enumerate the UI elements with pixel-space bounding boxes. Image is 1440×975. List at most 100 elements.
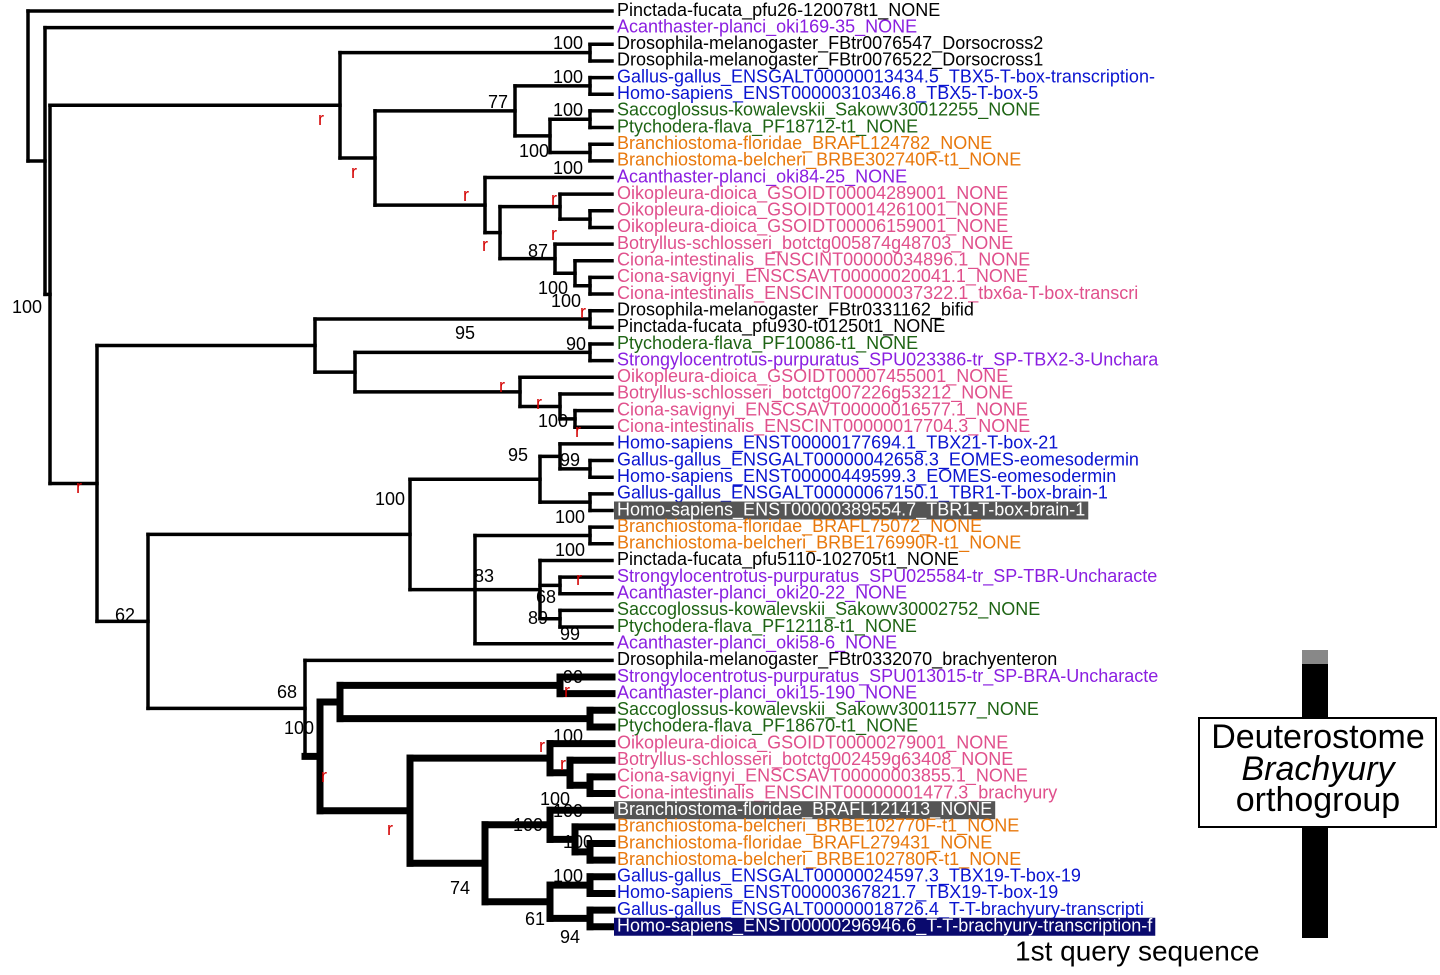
leaf-label: Oikopleura-dioica_GSOIDT00014261001_NONE <box>617 200 1008 221</box>
support-label: 100 <box>513 815 543 835</box>
support-label: r <box>76 477 82 497</box>
support-label: 100 <box>538 411 568 431</box>
support-label: r <box>564 681 570 701</box>
bar-cap <box>1302 650 1328 664</box>
leaf-label: Botryllus-schlosseri_botctg002459g63408_… <box>617 749 1013 770</box>
support-label: r <box>351 162 357 182</box>
leaf-label: Ptychodera-flava_PF18670-t1_NONE <box>617 716 918 737</box>
leaf-label: Ptychodera-flava_PF12118-t1_NONE <box>617 616 917 637</box>
support-label: 61 <box>525 909 545 929</box>
support-label: 100 <box>563 832 593 852</box>
leaf-label: Acanthaster-planci_oki84-25_NONE <box>617 166 907 187</box>
leaf-label: Branchiostoma-floridae_BRAFL124782_NONE <box>617 133 992 154</box>
orthogroup-line: orthogroup <box>1236 781 1400 819</box>
leaf-label: Branchiostoma-floridae_BRAFL75072_NONE <box>617 516 982 537</box>
support-label: r <box>539 736 545 756</box>
leaf-label: Strongylocentrotus-purpuratus_SPU025584-… <box>617 566 1157 587</box>
leaf-label: Gallus-gallus_ENSGALT00000013434.5_TBX5-… <box>617 66 1155 87</box>
support-label: r <box>576 569 582 589</box>
leaf-label: Saccoglossus-kowalevskii_Sakowv30002752_… <box>617 599 1040 620</box>
leaf-label: Ciona-savignyi_ENSCSAVT00000020041.1_NON… <box>617 266 1028 287</box>
support-label: 77 <box>488 92 508 112</box>
support-label: 95 <box>455 323 475 343</box>
leaf-label: Acanthaster-planci_oki169-35_NONE <box>617 16 917 37</box>
leaf-label: Pinctada-fucata_pfu5110-102705t1_NONE <box>617 549 959 570</box>
leaf-label: Homo-sapiens_ENST00000449599.3_EOMES-eom… <box>617 466 1116 487</box>
leaf-label: Branchiostoma-belcheri_BRBE102780R-t1_NO… <box>617 849 1021 870</box>
leaf-label: Strongylocentrotus-purpuratus_SPU023386-… <box>617 349 1159 370</box>
leaf-label: Branchiostoma-belcheri_BRBE302740R-t1_NO… <box>617 150 1021 171</box>
leaf-highlight <box>614 801 996 820</box>
support-label: r <box>551 189 557 209</box>
support-label: r <box>551 224 557 244</box>
leaf-label: Acanthaster-planci_oki58-6_NONE <box>617 632 897 653</box>
leaf-label: Branchiostoma-floridae_BRAFL279431_NONE <box>617 832 992 853</box>
leaf-label: Gallus-gallus_ENSGALT00000018726.4_T-T-b… <box>617 899 1144 920</box>
support-label: 90 <box>566 334 586 354</box>
support-label: 100 <box>538 278 568 298</box>
leaf-label: Gallus-gallus_ENSGALT00000024597.3_TBX19… <box>617 866 1081 887</box>
support-label: r <box>387 819 393 839</box>
support-label: r <box>318 109 324 129</box>
leaf-label: Saccoglossus-kowalevskii_Sakowv30011577_… <box>617 699 1039 720</box>
support-label: 100 <box>551 291 581 311</box>
support-label: 90 <box>563 667 583 687</box>
support-label: 100 <box>375 489 405 509</box>
support-label: 100 <box>553 33 583 53</box>
leaf-label: Acanthaster-planci_oki15-190_NONE <box>617 682 917 703</box>
support-label: r <box>463 185 469 205</box>
support-label: r <box>560 754 566 774</box>
leaf-label: Botryllus-schlosseri_botctg005874g48703_… <box>617 233 1013 254</box>
support-label: 100 <box>553 100 583 120</box>
support-label: 100 <box>553 67 583 87</box>
support-label: 68 <box>277 682 297 702</box>
support-label: 94 <box>560 927 580 947</box>
leaf-label: Drosophila-melanogaster_FBtr0332070_brac… <box>617 649 1057 670</box>
leaf-label: Gallus-gallus_ENSGALT00000042658.3_EOMES… <box>617 449 1139 470</box>
support-label: 83 <box>474 566 494 586</box>
support-label: 87 <box>528 241 548 261</box>
leaf-label: Drosophila-melanogaster_FBtr0076522_Dors… <box>617 50 1043 71</box>
support-label: 100 <box>553 801 583 821</box>
leaf-label: Strongylocentrotus-purpuratus_SPU013015-… <box>617 666 1158 687</box>
leaf-label: Branchiostoma-belcheri_BRBE102770F-t1_NO… <box>617 816 1019 837</box>
orthogroup-box <box>1198 717 1437 828</box>
orthogroup-line: Deuterostome <box>1211 718 1425 756</box>
leaf-highlight <box>614 501 1089 520</box>
orthogroup-line: Brachyury <box>1241 750 1396 788</box>
support-label: 62 <box>115 605 135 625</box>
leaf-label: Oikopleura-dioica_GSOIDT00000279001_NONE <box>617 732 1008 753</box>
support-label: 95 <box>508 445 528 465</box>
support-label: 100 <box>553 726 583 746</box>
support-label: 99 <box>560 450 580 470</box>
query-note: 1st query sequence <box>1015 935 1259 966</box>
leaf-label: Drosophila-melanogaster_FBtr0076547_Dors… <box>617 33 1043 54</box>
leaf-label: Homo-sapiens_ENST00000310346.8_TBX5-T-bo… <box>617 83 1038 104</box>
leaf-label: Oikopleura-dioica_GSOIDT00007455001_NONE <box>617 366 1008 387</box>
leaf-label: Branchiostoma-belcheri_BRBE176990R-t1_NO… <box>617 533 1021 554</box>
leaf-label: Acanthaster-planci_oki20-22_NONE <box>617 583 907 604</box>
leaf-label: Ciona-intestinalis_ENSCINT00000017704.3_… <box>617 416 1030 437</box>
support-label: 100 <box>553 866 583 886</box>
leaf-label: Pinctada-fucata_pfu930-t01250t1_NONE <box>617 316 945 337</box>
leaf-label: Ciona-savignyi_ENSCSAVT00000016577.1_NON… <box>617 399 1028 420</box>
leaf-label: Oikopleura-dioica_GSOIDT00004289001_NONE <box>617 183 1008 204</box>
support-label: r <box>482 235 488 255</box>
support-label: r <box>499 376 505 396</box>
support-label: 100 <box>555 507 585 527</box>
leaf-label: Gallus-gallus_ENSGALT00000067150.1_TBR1-… <box>617 483 1108 504</box>
leaf-label: Ciona-intestinalis_ENSCINT00000037322.1_… <box>617 283 1138 304</box>
support-label: 100 <box>519 141 549 161</box>
leaf-label: Ciona-intestinalis_ENSCINT00000034896.1_… <box>617 250 1030 271</box>
leaf-label: Saccoglossus-kowalevskii_Sakowv30012255_… <box>617 100 1040 121</box>
leaf-label: Ciona-savignyi_ENSCSAVT00000003855.1_NON… <box>617 766 1028 787</box>
leaf-highlight <box>614 917 1156 936</box>
leaf-label: Oikopleura-dioica_GSOIDT00006159001_NONE <box>617 216 1008 237</box>
support-label: 68 <box>536 587 556 607</box>
leaf-label: Ptychodera-flava_PF10086-t1_NONE <box>617 333 918 354</box>
leaf-label: Drosophila-melanogaster_FBtr0331162_bifi… <box>617 299 974 320</box>
support-label: 100 <box>553 158 583 178</box>
support-label: 89 <box>528 608 548 628</box>
leaf-label: Ptychodera-flava_PF18712-t1_NONE <box>617 116 918 137</box>
